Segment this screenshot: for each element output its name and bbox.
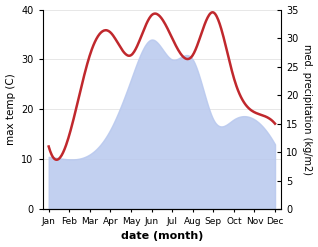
Y-axis label: med. precipitation (kg/m2): med. precipitation (kg/m2) [302,44,313,175]
Y-axis label: max temp (C): max temp (C) [5,74,16,145]
X-axis label: date (month): date (month) [121,231,203,242]
